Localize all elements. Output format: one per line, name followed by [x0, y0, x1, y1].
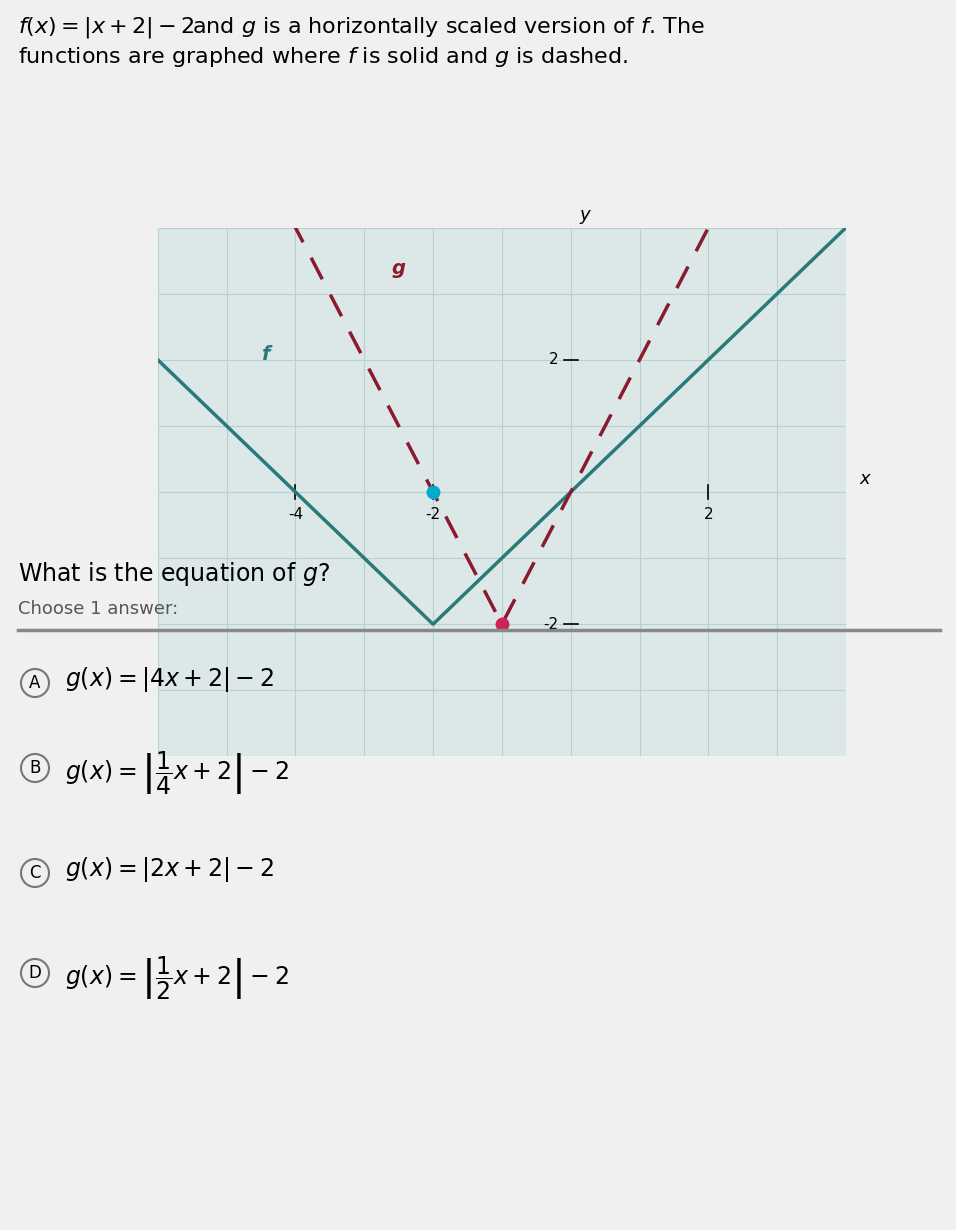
Text: f: f: [261, 344, 270, 364]
Text: $g(x)=\left|\dfrac{1}{4}x+2\right|-2$: $g(x)=\left|\dfrac{1}{4}x+2\right|-2$: [65, 750, 289, 797]
Text: What is the equation of $g$?: What is the equation of $g$?: [18, 560, 330, 588]
Text: C: C: [30, 863, 41, 882]
Text: -2: -2: [425, 507, 441, 522]
Text: x: x: [859, 470, 871, 488]
Text: -2: -2: [543, 616, 558, 632]
Text: g: g: [392, 258, 405, 278]
Text: A: A: [30, 674, 41, 692]
Text: y: y: [579, 207, 590, 224]
Text: $g(x)=|4x+2|-2$: $g(x)=|4x+2|-2$: [65, 665, 274, 694]
Text: and $g$ is a horizontally scaled version of $f$. The: and $g$ is a horizontally scaled version…: [185, 15, 705, 39]
Text: 2: 2: [549, 352, 558, 368]
Text: $f(x)=|x+2|-2$: $f(x)=|x+2|-2$: [18, 15, 194, 41]
Text: $g(x)=|2x+2|-2$: $g(x)=|2x+2|-2$: [65, 855, 274, 884]
Text: functions are graphed where $f$ is solid and $g$ is dashed.: functions are graphed where $f$ is solid…: [18, 46, 628, 69]
Text: $g(x)=\left|\dfrac{1}{2}x+2\right|-2$: $g(x)=\left|\dfrac{1}{2}x+2\right|-2$: [65, 954, 289, 1002]
Text: D: D: [29, 964, 41, 982]
Text: B: B: [30, 759, 41, 777]
Text: 2: 2: [704, 507, 713, 522]
Text: -4: -4: [288, 507, 303, 522]
Text: Choose 1 answer:: Choose 1 answer:: [18, 600, 178, 617]
